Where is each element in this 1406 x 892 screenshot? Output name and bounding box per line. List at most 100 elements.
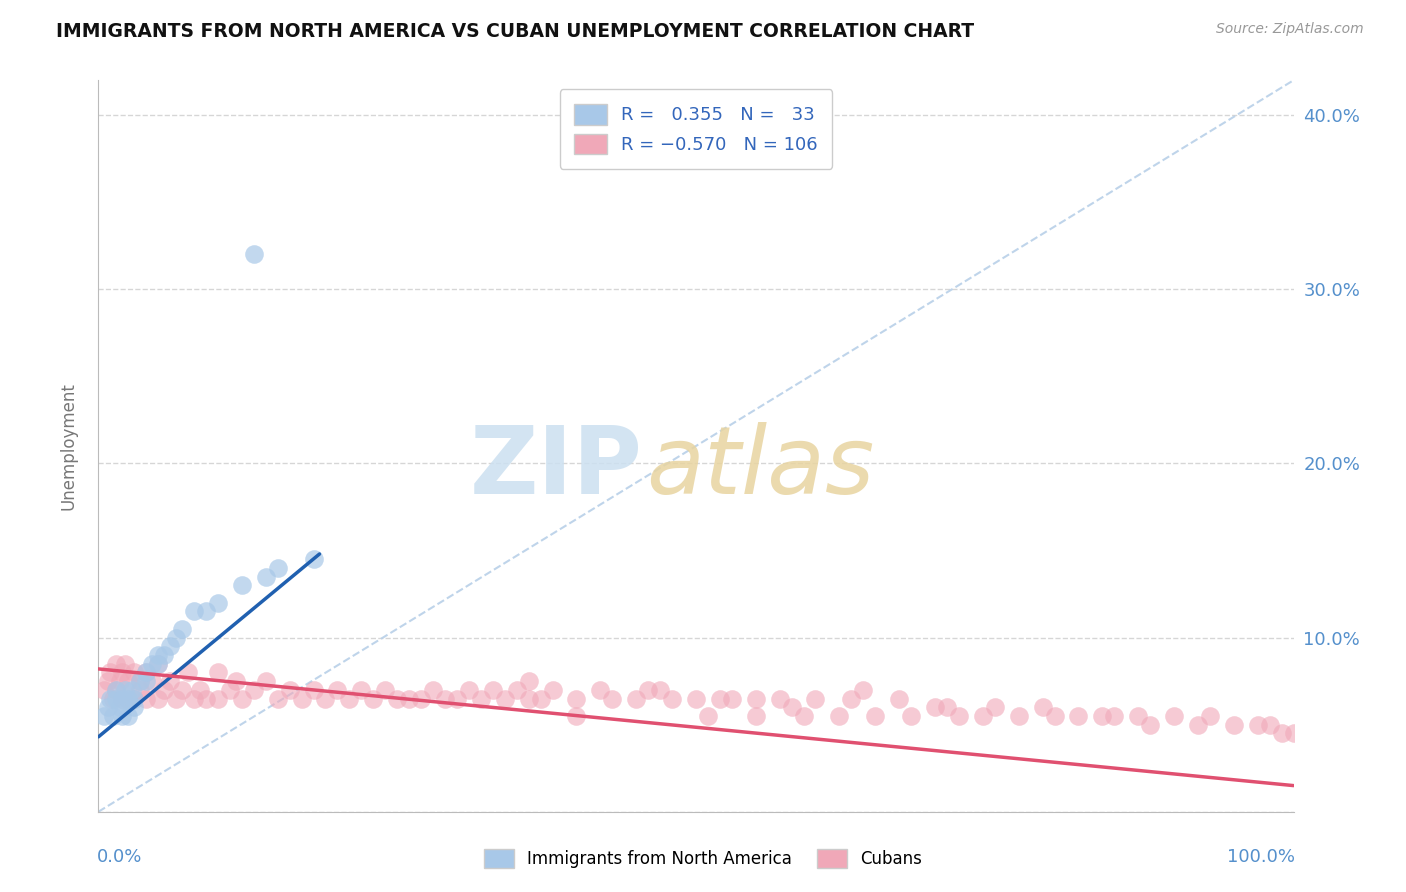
Point [195, 691, 218, 706]
Point [1223, 717, 1246, 731]
Point [350, 682, 373, 697]
Text: 0.0%: 0.0% [97, 848, 142, 866]
Point [984, 700, 1007, 714]
Point [339, 691, 361, 706]
Text: atlas: atlas [645, 423, 875, 514]
Point [1199, 709, 1222, 723]
Point [108, 674, 131, 689]
Point [648, 682, 672, 697]
Point [231, 691, 253, 706]
Point [278, 682, 301, 697]
Point [121, 682, 143, 697]
Point [108, 700, 131, 714]
Point [159, 674, 181, 689]
Point [745, 709, 768, 723]
Point [124, 665, 146, 680]
Point [135, 665, 157, 680]
Point [709, 691, 731, 706]
Point [135, 691, 157, 706]
Point [948, 709, 970, 723]
Point [626, 691, 648, 706]
Point [446, 691, 468, 706]
Point [530, 691, 553, 706]
Point [1128, 709, 1150, 723]
Point [225, 674, 247, 689]
Point [852, 682, 875, 697]
Point [254, 569, 277, 583]
Point [458, 682, 481, 697]
Point [129, 674, 152, 689]
Point [207, 665, 229, 680]
Text: Source: ZipAtlas.com: Source: ZipAtlas.com [1216, 22, 1364, 37]
Point [135, 665, 157, 680]
Point [243, 682, 266, 697]
Point [506, 682, 529, 697]
Point [195, 604, 218, 618]
Point [936, 700, 959, 714]
Point [434, 691, 457, 706]
Point [267, 691, 290, 706]
Point [148, 648, 170, 662]
Point [398, 691, 420, 706]
Y-axis label: Unemployment: Unemployment [59, 382, 77, 510]
Point [219, 682, 242, 697]
Point [243, 247, 266, 261]
Point [517, 674, 540, 689]
Point [105, 682, 128, 697]
Point [1187, 717, 1209, 731]
Point [972, 709, 994, 723]
Point [159, 640, 181, 654]
Point [114, 682, 136, 697]
Point [302, 682, 325, 697]
Point [93, 709, 115, 723]
Point [470, 691, 492, 706]
Point [385, 691, 409, 706]
Point [207, 691, 229, 706]
Point [804, 691, 827, 706]
Point [117, 691, 139, 706]
Point [188, 682, 211, 697]
Point [1091, 709, 1114, 723]
Point [105, 691, 128, 706]
Point [172, 622, 194, 636]
Point [148, 657, 170, 671]
Point [541, 682, 564, 697]
Point [828, 709, 851, 723]
Point [105, 682, 128, 697]
Point [1139, 717, 1161, 731]
Point [924, 700, 946, 714]
Point [93, 682, 115, 697]
Point [889, 691, 911, 706]
Point [117, 691, 139, 706]
Point [114, 657, 136, 671]
Point [1043, 709, 1066, 723]
Point [793, 709, 815, 723]
Point [315, 691, 337, 706]
Point [183, 691, 205, 706]
Point [183, 604, 205, 618]
Point [254, 674, 277, 689]
Point [326, 682, 349, 697]
Point [97, 674, 120, 689]
Point [177, 665, 200, 680]
Point [129, 682, 152, 697]
Point [1104, 709, 1126, 723]
Point [97, 700, 120, 714]
Point [98, 665, 122, 680]
Point [141, 674, 163, 689]
Legend: R =   0.355   N =   33, R = −0.570   N = 106: R = 0.355 N = 33, R = −0.570 N = 106 [560, 89, 832, 169]
Point [661, 691, 683, 706]
Point [1271, 726, 1294, 740]
Point [589, 682, 612, 697]
Point [291, 691, 314, 706]
Text: 100.0%: 100.0% [1226, 848, 1295, 866]
Point [302, 552, 325, 566]
Point [900, 709, 922, 723]
Point [111, 691, 134, 706]
Point [494, 691, 516, 706]
Point [117, 709, 139, 723]
Point [172, 682, 194, 697]
Point [1282, 726, 1305, 740]
Point [374, 682, 396, 697]
Point [481, 682, 505, 697]
